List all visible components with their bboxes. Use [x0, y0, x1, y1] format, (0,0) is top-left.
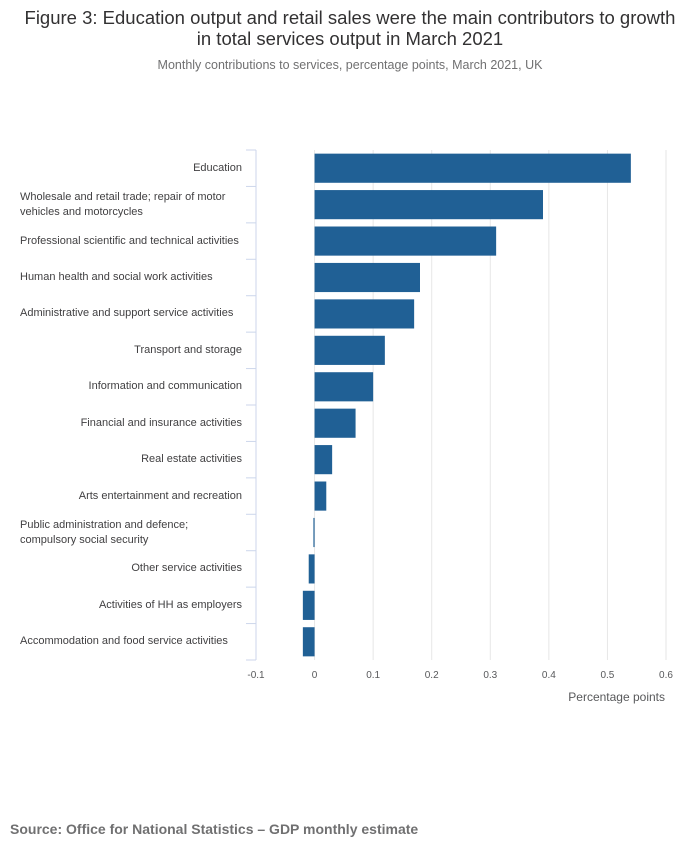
x-tick-label-4: 0.3	[483, 670, 498, 681]
chart-title: Figure 3: Education output and retail sa…	[24, 7, 676, 49]
x-tick-label-2: 0.1	[366, 670, 381, 681]
category-label-9: Arts entertainment and recreation	[78, 489, 242, 502]
category-label-8: Real estate activities	[141, 453, 242, 466]
category-label-5: Transport and storage	[134, 343, 242, 356]
source-note: Source: Office for National Statistics –…	[10, 821, 419, 837]
x-tick-label-1: 0	[311, 670, 318, 681]
bar-5[interactable]: Transport and storage: 0.12	[314, 335, 385, 365]
x-tick-label-7: 0.6	[659, 670, 673, 681]
category-label-13: Accommodation and food service activitie…	[20, 635, 228, 648]
x-tick-label-5: 0.4	[541, 670, 556, 681]
category-label-12: Activities of HH as employers	[98, 598, 242, 611]
bar-13[interactable]: Accommodation and food service activitie…	[302, 627, 315, 657]
bar-4[interactable]: Administrative and support service activ…	[314, 299, 415, 329]
bar-3[interactable]: Human health and social work activities:…	[314, 262, 420, 293]
bar-7[interactable]: Financial and insurance activities: 0.07	[314, 408, 356, 438]
category-label-2: Professional scientific and technical ac…	[20, 234, 239, 247]
category-label-1: Wholesale and retail trade; repair of mo…	[20, 190, 226, 218]
category-label-10: Public administration and defence; compu…	[20, 518, 189, 546]
bar-9[interactable]: Arts entertainment and recreation: 0.02	[314, 481, 327, 511]
category-label-0: Education	[193, 161, 242, 174]
x-axis-title: Percentage points	[568, 690, 665, 704]
bar-10[interactable]: Public administration and defence; compu…	[313, 517, 315, 548]
bar-0[interactable]: Education: 0.54	[314, 153, 631, 183]
category-label-3: Human health and social work activities	[20, 271, 213, 283]
bar-8[interactable]: Real estate activities: 0.03	[314, 445, 333, 475]
category-label-7: Financial and insurance activities	[80, 416, 242, 429]
category-label-4: Administrative and support service activ…	[20, 307, 234, 320]
x-tick-label-6: 0.5	[600, 670, 615, 681]
bar-1[interactable]: Wholesale and retail trade; repair of mo…	[314, 190, 543, 220]
bar-12[interactable]: Activities of HH as employers: -0.02	[302, 590, 315, 620]
bar-6[interactable]: Information and communication: 0.1	[314, 372, 374, 402]
x-tick-label-3: 0.2	[424, 670, 439, 681]
x-tick-label-0: -0.1	[247, 670, 265, 681]
category-label-11: Other service activities	[131, 562, 242, 575]
chart-subtitle: Monthly contributions to services, perce…	[157, 58, 543, 72]
bar-11[interactable]: Other service activities: -0.01	[308, 554, 315, 584]
category-label-6: Information and communication	[88, 380, 242, 393]
bar-2[interactable]: Professional scientific and technical ac…	[314, 226, 497, 256]
